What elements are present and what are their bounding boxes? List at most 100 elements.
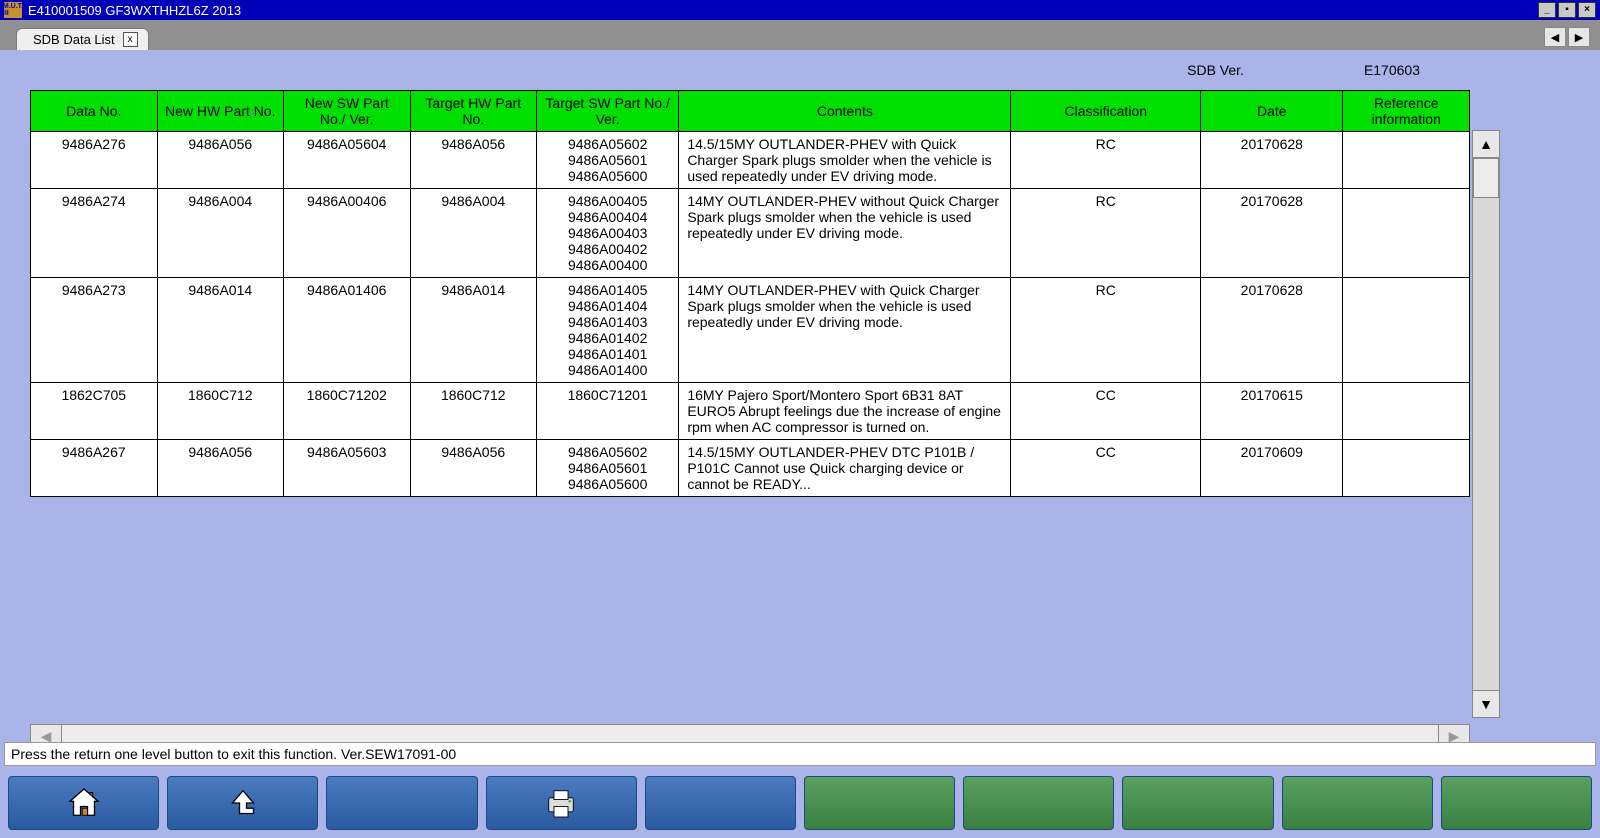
table-row[interactable]: 9486A2749486A0049486A004069486A0049486A0… <box>31 189 1470 278</box>
cell-date: 20170615 <box>1201 383 1343 440</box>
cell-newsw: 9486A01406 <box>284 278 411 383</box>
cell-contents: 14.5/15MY OUTLANDER-PHEV DTC P101B / P10… <box>679 440 1011 497</box>
col-target-hw: Target HW Part No. <box>410 91 537 132</box>
toolbar-button-3[interactable] <box>326 776 477 830</box>
cell-ref <box>1343 278 1470 383</box>
cell-newhw: 9486A004 <box>157 189 284 278</box>
cell-date: 20170628 <box>1201 278 1343 383</box>
tab-nav: ◀ ▶ <box>1544 27 1590 47</box>
cell-cls: CC <box>1011 440 1201 497</box>
tabbar: SDB Data List x ◀ ▶ <box>0 20 1600 50</box>
cell-newhw: 9486A014 <box>157 278 284 383</box>
cell-contents: 16MY Pajero Sport/Montero Sport 6B31 8AT… <box>679 383 1011 440</box>
cell-tsw: 1860C71201 <box>537 383 679 440</box>
cell-contents: 14MY OUTLANDER-PHEV without Quick Charge… <box>679 189 1011 278</box>
cell-thw: 9486A014 <box>410 278 537 383</box>
cell-datano: 1862C705 <box>31 383 158 440</box>
cell-newhw: 9486A056 <box>157 440 284 497</box>
cell-datano: 9486A276 <box>31 132 158 189</box>
print-button[interactable] <box>486 776 637 830</box>
col-date: Date <box>1201 91 1343 132</box>
printer-icon <box>540 782 582 824</box>
status-bar: Press the return one level button to exi… <box>4 742 1596 766</box>
scroll-up-button[interactable]: ▲ <box>1472 130 1500 158</box>
tab-prev-button[interactable]: ◀ <box>1544 27 1566 47</box>
cell-thw: 9486A004 <box>410 189 537 278</box>
cell-cls: RC <box>1011 132 1201 189</box>
cell-newhw: 9486A056 <box>157 132 284 189</box>
cell-newsw: 1860C71202 <box>284 383 411 440</box>
col-contents: Contents <box>679 91 1011 132</box>
cell-ref <box>1343 132 1470 189</box>
tab-sdb-data-list[interactable]: SDB Data List x <box>16 28 149 50</box>
cell-datano: 9486A267 <box>31 440 158 497</box>
cell-datano: 9486A274 <box>31 189 158 278</box>
close-button[interactable]: × <box>1578 2 1596 18</box>
cell-contents: 14.5/15MY OUTLANDER-PHEV with Quick Char… <box>679 132 1011 189</box>
table-row[interactable]: 9486A2769486A0569486A056049486A0569486A0… <box>31 132 1470 189</box>
cell-newsw: 9486A00406 <box>284 189 411 278</box>
cell-date: 20170628 <box>1201 189 1343 278</box>
cell-date: 20170609 <box>1201 440 1343 497</box>
scroll-thumb[interactable] <box>1473 158 1499 198</box>
toolbar-button-7[interactable] <box>963 776 1114 830</box>
cell-newsw: 9486A05604 <box>284 132 411 189</box>
cell-cls: RC <box>1011 189 1201 278</box>
col-classification: Classification <box>1011 91 1201 132</box>
cell-cls: CC <box>1011 383 1201 440</box>
cell-tsw: 9486A01405 9486A01404 9486A01403 9486A01… <box>537 278 679 383</box>
cell-ref <box>1343 440 1470 497</box>
toolbar-button-9[interactable] <box>1282 776 1433 830</box>
home-button[interactable] <box>8 776 159 830</box>
cell-date: 20170628 <box>1201 132 1343 189</box>
cell-tsw: 9486A05602 9486A05601 9486A05600 <box>537 132 679 189</box>
table-row[interactable]: 9486A2679486A0569486A056039486A0569486A0… <box>31 440 1470 497</box>
vertical-scrollbar[interactable]: ▲ ▼ <box>1472 130 1500 718</box>
window-controls: _ ▪ × <box>1538 2 1596 18</box>
cell-ref <box>1343 383 1470 440</box>
sdb-version-label: SDB Ver. <box>1187 62 1244 78</box>
sdb-version-value: E170603 <box>1364 62 1420 78</box>
sdb-version-row: SDB Ver. E170603 <box>1187 62 1420 78</box>
col-reference: Reference information <box>1343 91 1470 132</box>
app-icon: M.U.T. III <box>4 2 22 18</box>
scroll-track[interactable] <box>1472 158 1500 690</box>
table-header-row: Data No. New HW Part No. New SW Part No.… <box>31 91 1470 132</box>
col-target-sw: Target SW Part No./ Ver. <box>537 91 679 132</box>
toolbar-button-8[interactable] <box>1122 776 1273 830</box>
col-new-hw: New HW Part No. <box>157 91 284 132</box>
back-button[interactable] <box>167 776 318 830</box>
content-area: SDB Ver. E170603 Data No. New HW Part No… <box>0 50 1600 838</box>
data-table-wrap: Data No. New HW Part No. New SW Part No.… <box>30 90 1470 718</box>
toolbar-button-5[interactable] <box>645 776 796 830</box>
bottom-toolbar <box>4 772 1596 834</box>
scroll-down-button[interactable]: ▼ <box>1472 690 1500 718</box>
cell-tsw: 9486A00405 9486A00404 9486A00403 9486A00… <box>537 189 679 278</box>
toolbar-button-6[interactable] <box>804 776 955 830</box>
titlebar: M.U.T. III E410001509 GF3WXTHHZL6Z 2013 … <box>0 0 1600 20</box>
table-row[interactable]: 9486A2739486A0149486A014069486A0149486A0… <box>31 278 1470 383</box>
cell-newsw: 9486A05603 <box>284 440 411 497</box>
cell-thw: 9486A056 <box>410 440 537 497</box>
status-text: Press the return one level button to exi… <box>11 746 456 762</box>
col-data-no: Data No. <box>31 91 158 132</box>
cell-thw: 9486A056 <box>410 132 537 189</box>
tab-close-button[interactable]: x <box>123 32 138 47</box>
cell-ref <box>1343 189 1470 278</box>
cell-thw: 1860C712 <box>410 383 537 440</box>
col-new-sw: New SW Part No./ Ver. <box>284 91 411 132</box>
data-table: Data No. New HW Part No. New SW Part No.… <box>30 90 1470 497</box>
minimize-button[interactable]: _ <box>1538 2 1556 18</box>
cell-newhw: 1860C712 <box>157 383 284 440</box>
toolbar-button-10[interactable] <box>1441 776 1592 830</box>
tab-label: SDB Data List <box>33 32 115 47</box>
cell-contents: 14MY OUTLANDER-PHEV with Quick Charger S… <box>679 278 1011 383</box>
cell-datano: 9486A273 <box>31 278 158 383</box>
window-title: E410001509 GF3WXTHHZL6Z 2013 <box>28 3 1538 18</box>
maximize-button[interactable]: ▪ <box>1558 2 1576 18</box>
cell-cls: RC <box>1011 278 1201 383</box>
cell-tsw: 9486A05602 9486A05601 9486A05600 <box>537 440 679 497</box>
up-arrow-icon <box>222 782 264 824</box>
table-row[interactable]: 1862C7051860C7121860C712021860C7121860C7… <box>31 383 1470 440</box>
tab-next-button[interactable]: ▶ <box>1568 27 1590 47</box>
